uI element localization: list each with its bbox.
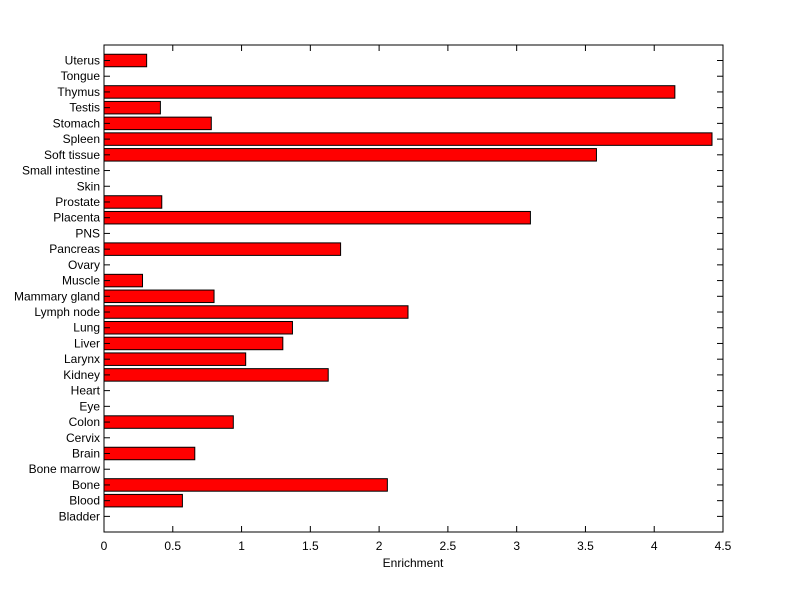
y-tick-label-bone: Bone bbox=[72, 478, 100, 492]
bar-stomach bbox=[103, 116, 212, 131]
bar-uterus bbox=[103, 53, 148, 68]
y-tick-label-liver: Liver bbox=[74, 336, 100, 350]
bar-bone bbox=[103, 478, 388, 492]
y-tick-label-colon: Colon bbox=[69, 415, 100, 429]
y-tick-label-bone-marrow: Bone marrow bbox=[29, 462, 101, 476]
bar-testis bbox=[103, 100, 161, 115]
y-tick-label-testis: Testis bbox=[69, 101, 100, 115]
bar-thymus bbox=[103, 85, 676, 99]
x-tick-label: 2.5 bbox=[440, 539, 457, 553]
x-tick-labels: 0 0.5 1 1.5 2 2.5 3 3.5 4 4.5 bbox=[101, 539, 732, 553]
y-tick-label-cervix: Cervix bbox=[66, 431, 100, 445]
y-tick-label-kidney: Kidney bbox=[63, 368, 100, 382]
bar-larynx bbox=[103, 352, 247, 366]
y-tick-label-pancreas: Pancreas bbox=[49, 242, 100, 256]
y-tick-label-tongue: Tongue bbox=[61, 69, 101, 83]
y-tick-label-brain: Brain bbox=[72, 447, 100, 461]
bar-colon bbox=[103, 415, 234, 429]
bar-soft-tissue bbox=[103, 148, 597, 162]
bar-brain bbox=[103, 446, 196, 461]
bar-lymph-node bbox=[103, 305, 409, 319]
bar-mammary-gland bbox=[103, 289, 215, 304]
x-axis-label: Enrichment bbox=[383, 556, 444, 570]
y-tick-label-blood: Blood bbox=[69, 494, 100, 508]
y-tick-label-thymus: Thymus bbox=[57, 85, 100, 99]
y-tick-label-soft-tissue: Soft tissue bbox=[44, 148, 100, 162]
y-tick-label-prostate: Prostate bbox=[55, 195, 100, 209]
y-tick-label-heart: Heart bbox=[71, 384, 101, 398]
x-tick-label: 4.5 bbox=[715, 539, 732, 553]
y-tick-label-ovary: Ovary bbox=[68, 258, 100, 272]
bar-blood bbox=[103, 493, 183, 508]
bar-prostate bbox=[103, 195, 163, 209]
x-tick-label: 4 bbox=[651, 539, 658, 553]
y-tick-label-larynx: Larynx bbox=[64, 352, 100, 366]
x-tick-label: 0 bbox=[101, 539, 108, 553]
y-tick-label-placenta: Placenta bbox=[53, 211, 100, 225]
y-tick-label-muscle: Muscle bbox=[62, 274, 100, 288]
y-tick-label-skin: Skin bbox=[77, 179, 100, 193]
y-tick-label-stomach: Stomach bbox=[53, 116, 100, 130]
y-tick-label-bladder: Bladder bbox=[59, 509, 100, 523]
bar-placenta bbox=[103, 210, 531, 225]
x-tick-label: 0.5 bbox=[164, 539, 181, 553]
x-tick-label: 1 bbox=[238, 539, 245, 553]
plot-area-frame bbox=[103, 44, 724, 533]
bar-pancreas bbox=[103, 242, 342, 256]
bar-lung bbox=[103, 320, 293, 335]
y-tick-label-uterus: Uterus bbox=[65, 54, 100, 68]
bar-spleen bbox=[103, 132, 713, 146]
y-tick-label-lymph-node: Lymph node bbox=[34, 305, 100, 319]
x-tick-label: 1.5 bbox=[302, 539, 319, 553]
bars-layer bbox=[103, 53, 713, 508]
ticks-layer bbox=[103, 45, 724, 532]
y-tick-label-mammary-gland: Mammary gland bbox=[14, 289, 100, 303]
y-tick-label-eye: Eye bbox=[79, 399, 100, 413]
x-tick-label: 2 bbox=[376, 539, 383, 553]
x-tick-label: 3.5 bbox=[577, 539, 594, 553]
y-tick-label-spleen: Spleen bbox=[63, 132, 100, 146]
x-tick-label: 3 bbox=[513, 539, 520, 553]
y-tick-label-lung: Lung bbox=[73, 321, 100, 335]
y-tick-label-small-intestine: Small intestine bbox=[22, 164, 100, 178]
bar-liver bbox=[103, 336, 284, 351]
y-tick-label-pns: PNS bbox=[75, 226, 100, 240]
bar-kidney bbox=[103, 368, 329, 382]
